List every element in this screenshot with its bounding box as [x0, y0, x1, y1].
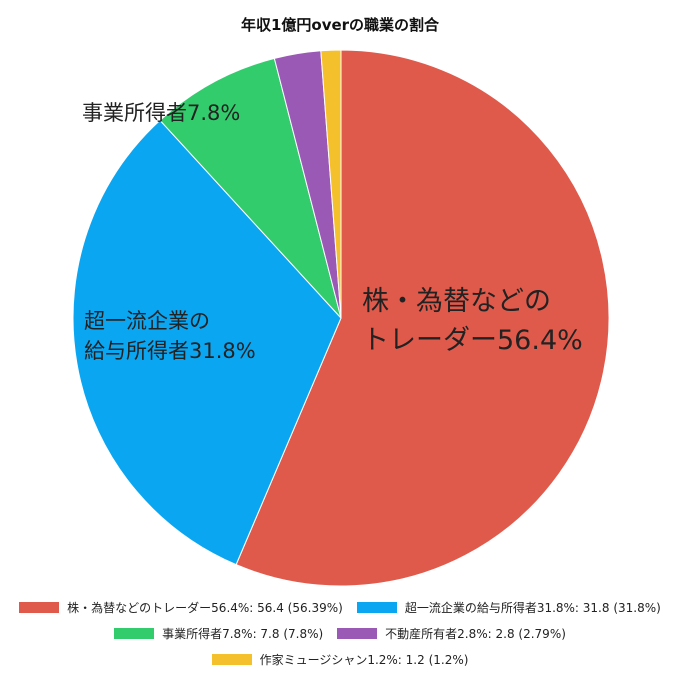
- legend-row: 作家ミュージシャン1.2%: 1.2 (1.2%): [0, 646, 680, 672]
- legend-item-realestate[interactable]: 不動産所有者2.8%: 2.8 (2.79%): [337, 625, 566, 642]
- chart-title: 年収1億円overの職業の割合: [240, 16, 440, 34]
- legend-swatch: [114, 627, 155, 639]
- pie-slice-salaried: [72, 119, 342, 566]
- legend-swatch: [211, 653, 252, 665]
- pie-slice-business: [159, 57, 342, 319]
- legend-row: 株・為替などのトレーダー56.4%: 56.4 (56.39%) 超一流企業の給与…: [0, 594, 680, 620]
- pie-slice-artist: [320, 49, 342, 319]
- legend-swatch: [19, 601, 60, 613]
- legend-label: 超一流企業の給与所得者31.8%: 31.8 (31.8%): [404, 600, 661, 615]
- legend-item-artist[interactable]: 作家ミュージシャン1.2%: 1.2 (1.2%): [211, 651, 469, 668]
- pie-slice-trader: [235, 49, 610, 587]
- legend-item-trader[interactable]: 株・為替などのトレーダー56.4%: 56.4 (56.39%): [19, 599, 343, 616]
- pie-chart: [72, 49, 610, 587]
- legend-swatch: [356, 601, 397, 613]
- legend-label: 事業所得者7.8%: 7.8 (7.8%): [162, 626, 324, 641]
- legend-row: 事業所得者7.8%: 7.8 (7.8%) 不動産所有者2.8%: 2.8 (2.…: [0, 620, 680, 646]
- legend-label: 株・為替などのトレーダー56.4%: 56.4 (56.39%): [67, 600, 343, 615]
- legend-item-salaried[interactable]: 超一流企業の給与所得者31.8%: 31.8 (31.8%): [356, 599, 661, 616]
- legend-swatch: [337, 627, 378, 639]
- legend-label: 作家ミュージシャン1.2%: 1.2 (1.2%): [259, 652, 469, 667]
- legend-label: 不動産所有者2.8%: 2.8 (2.79%): [385, 626, 566, 641]
- legend: 株・為替などのトレーダー56.4%: 56.4 (56.39%) 超一流企業の給与…: [0, 594, 680, 672]
- legend-item-business[interactable]: 事業所得者7.8%: 7.8 (7.8%): [114, 625, 323, 642]
